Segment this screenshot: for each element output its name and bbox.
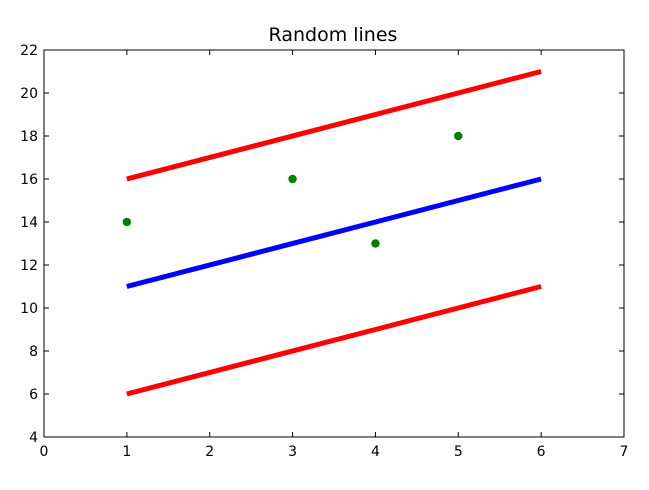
x-tick-label: 6 [537, 444, 546, 460]
series-line-1 [126, 69, 542, 182]
y-tick-label: 4 [29, 430, 38, 446]
y-tick-label: 10 [20, 301, 38, 317]
x-tick-label: 5 [454, 444, 463, 460]
scatter-point-4 [454, 131, 463, 141]
series-line-2 [126, 176, 542, 289]
x-tick-label: 3 [288, 444, 297, 460]
scatter-point-2 [288, 174, 297, 184]
series-line-3 [126, 284, 542, 397]
x-tick-label: 2 [205, 444, 214, 460]
y-tick-label: 14 [20, 215, 38, 231]
y-tick-label: 12 [20, 258, 38, 274]
scatter-point-3 [371, 239, 380, 248]
x-tick-label: 7 [620, 444, 629, 460]
x-tick-label: 1 [122, 444, 131, 460]
y-tick-label: 8 [29, 344, 38, 360]
y-tick-label: 20 [20, 86, 38, 102]
y-tick-label: 6 [29, 387, 38, 403]
y-tick-label: 18 [20, 129, 38, 145]
axes-frame [43, 49, 625, 438]
chart-title: Random lines [269, 24, 398, 46]
y-tick-label: 22 [20, 43, 38, 59]
y-tick-label: 16 [20, 172, 38, 188]
x-tick-label: 4 [371, 444, 380, 460]
x-tick-label: 0 [40, 444, 49, 460]
scatter-point-1 [122, 217, 132, 227]
